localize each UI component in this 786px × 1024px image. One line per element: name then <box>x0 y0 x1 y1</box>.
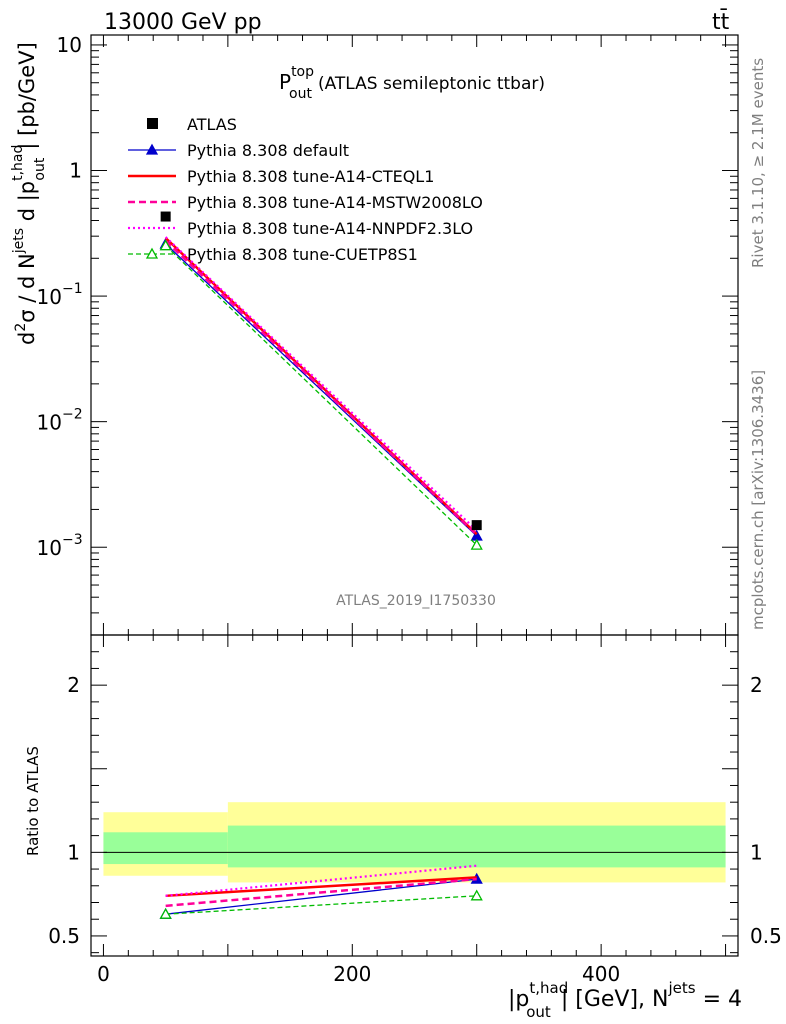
legend: ATLAS Pythia 8.308 default Pythia 8.308 tu… <box>128 115 483 264</box>
xlabel-p-sup: t,had <box>529 979 568 997</box>
main-y-tick-label: 10 <box>37 411 62 435</box>
series-line-cuetp8s1 <box>165 245 478 546</box>
legend-label-cuetp8s1: Pythia 8.308 tune-CUETP8S1 <box>187 245 418 264</box>
ylabel-pre: d <box>15 332 39 345</box>
ratio-plot-content <box>103 802 726 919</box>
series-marker-cuetp8s1 <box>470 538 483 550</box>
ratio-y-tick-label: 0.5 <box>48 924 80 948</box>
data-point <box>471 520 482 531</box>
ylabel-mid: d |p <box>15 181 40 228</box>
mcplots-label: mcplots.cern.ch [arXiv:1306.3436] <box>749 370 767 630</box>
ratio-line-cteql1 <box>165 876 477 898</box>
uncertainty-band-inner <box>227 825 726 868</box>
legend-marker-default <box>145 143 159 155</box>
x-axis-label: |pt,had out | [GeV], Njets = 4 <box>508 979 742 1021</box>
ratio-ticks: 0 200 400 0.5 0.5 1 1 2 2 <box>48 634 782 986</box>
xlabel-pre: |p <box>508 987 529 1012</box>
plot-title-sup: top <box>291 64 314 80</box>
ratio-line-cuetp8s1 <box>165 895 477 915</box>
x-tick-label: 0 <box>97 962 110 986</box>
data-point <box>160 211 171 222</box>
xlabel-post: = 4 <box>696 987 742 1012</box>
ratio-y-axis-label: Ratio to ATLAS <box>24 746 42 856</box>
legend-label-mstw: Pythia 8.308 tune-A14-MSTW2008LO <box>187 193 483 212</box>
main-plot-content <box>159 211 483 550</box>
plot-title-sub: out <box>289 86 312 102</box>
main-y-tick-exponent: −1 <box>62 281 83 297</box>
series-line-mstw <box>164 240 478 536</box>
series-line-nnpdf <box>164 236 478 532</box>
legend-label-default: Pythia 8.308 default <box>187 141 349 160</box>
main-y-tick-exponent: −2 <box>62 407 83 423</box>
legend-label-nnpdf: Pythia 8.308 tune-A14-NNPDF2.3LO <box>187 219 473 238</box>
ratio-panel: 0 200 400 0.5 0.5 1 1 2 2 <box>48 634 782 986</box>
series-marker-cuetp8s1 <box>159 239 172 251</box>
legend-marker-cuetp8s1 <box>145 247 159 259</box>
legend-label-cteql1: Pythia 8.308 tune-A14-CTEQL1 <box>187 167 434 186</box>
rivet-label: Rivet 3.1.10, ≥ 2.1M events <box>749 58 767 268</box>
ratio-line-mstw <box>165 877 477 908</box>
ratio-marker-cuetp8s1 <box>159 907 172 919</box>
ratio-y-tick-label-right: 2 <box>750 673 763 697</box>
x-tick-label: 200 <box>333 962 371 986</box>
main-y-tick-label: 10 <box>57 33 82 57</box>
ylabel-post: | [pb/GeV] <box>15 42 40 149</box>
ratio-frame <box>90 634 739 957</box>
ratio-y-tick-label-right: 0.5 <box>750 924 782 948</box>
ratio-y-tick-label: 2 <box>67 673 80 697</box>
ratio-line-default <box>165 878 477 915</box>
ratio-y-tick-label-right: 1 <box>750 840 763 864</box>
xlabel-mid: | [GeV], N <box>561 987 669 1012</box>
plot-title-rest: (ATLAS semileptonic ttbar) <box>318 74 545 94</box>
main-y-tick-label: 10 <box>37 285 62 309</box>
ratio-marker-cuetp8s1 <box>470 889 483 901</box>
main-y-tick-exponent: −3 <box>62 532 83 548</box>
legend-marker-data <box>147 118 158 129</box>
main-y-tick-label: 1 <box>69 159 82 183</box>
ylabel-jets: jets <box>11 228 27 254</box>
ratio-line-nnpdf <box>165 864 477 897</box>
ylabel-p-sub: out <box>32 157 48 180</box>
plot-title: Ptop out (ATLAS semileptonic ttbar) <box>279 64 545 102</box>
ylabel-two: 2 <box>13 323 29 332</box>
ylabel-p-sup: t,had <box>10 145 26 181</box>
main-y-tick-label: 10 <box>37 536 62 560</box>
x-tick-label: 400 <box>582 962 620 986</box>
xlabel-p-sub: out <box>526 1003 551 1021</box>
main-y-axis-label: d2σ / d Njets d |pt,had out | [pb/GeV] <box>10 42 48 345</box>
analysis-id: ATLAS_2019_I1750330 <box>336 593 496 609</box>
plot-title-main: P <box>279 70 291 94</box>
ratio-y-tick-label: 1 <box>67 840 80 864</box>
uncertainty-band-inner <box>103 832 228 865</box>
energy-label: 13000 GeV pp <box>104 10 262 35</box>
legend-label-data: ATLAS <box>187 115 237 134</box>
ylabel-sigma: σ / d N <box>15 253 39 322</box>
process-label: tt̄ <box>712 9 730 35</box>
xlabel-n-sup: jets <box>667 979 695 997</box>
